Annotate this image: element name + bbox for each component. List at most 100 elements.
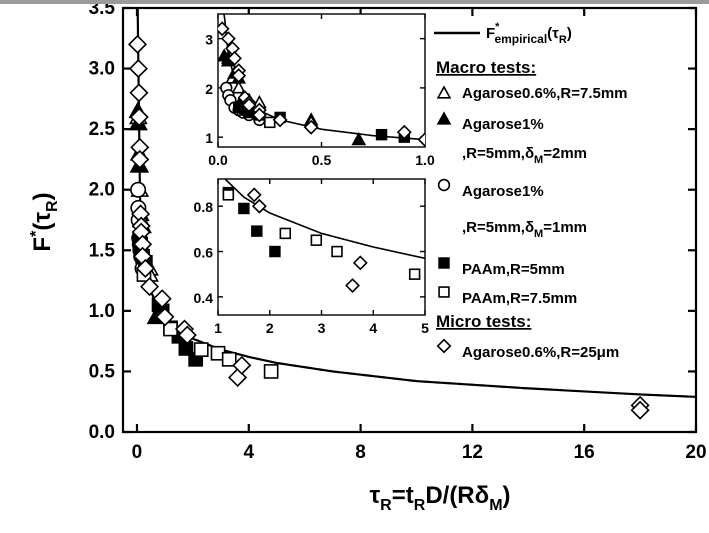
main-point-diamond-open — [129, 107, 149, 127]
inset-lower-point-diamond-open — [251, 198, 267, 214]
main-x-tick-label: 20 — [685, 442, 706, 463]
inset-lower-point-square-open — [279, 227, 291, 240]
axis-labels: τR=tRD/(RδM) F*(τR) — [28, 192, 511, 514]
main-x-tick-label: 4 — [243, 442, 254, 463]
legend-entry-label: Agarose0.6%,R=25μm — [462, 344, 619, 361]
main-y-tick-label: 2.0 — [89, 180, 115, 201]
legend-marker-diamond-open — [436, 338, 452, 354]
x-axis-label: τR=tRD/(RδM) — [369, 482, 510, 514]
main-y-tick-label: 0.5 — [89, 361, 116, 382]
legend-marker-triangle-filled — [436, 111, 452, 125]
inset-upper-frame — [217, 13, 426, 148]
legend-micro-header: Micro tests: — [436, 312, 531, 331]
main-y-tick-label: 3.5 — [89, 0, 116, 19]
main-point-diamond-open — [232, 355, 252, 375]
y-axis-label: F*(τR) — [28, 192, 61, 251]
main-x-tick-label: 12 — [462, 442, 483, 463]
inset-upper-point-diamond-open — [241, 97, 257, 113]
inset-lower-point-square-filled — [238, 202, 250, 215]
legend-entry-label: Agarose0.6%,R=7.5mm — [462, 85, 628, 102]
legend-entry-label-cont: ,R=5mm,δM=2mm — [462, 145, 587, 166]
main-y-tick-label: 1.0 — [89, 301, 115, 322]
inset-upper-point-diamond-open — [218, 21, 230, 37]
main-x-tick-label: 0 — [132, 442, 143, 463]
main-point-diamond-open — [228, 367, 248, 388]
legend-entry-label: PAAm,R=5mm — [462, 261, 565, 278]
inset-upper-y-tick-label: 1 — [205, 130, 213, 146]
inset-upper-point-diamond-open — [272, 112, 288, 128]
inset-upper-point-diamond-open — [303, 119, 319, 135]
main-point-circle-open — [130, 181, 147, 198]
main-point-diamond-open — [128, 59, 148, 79]
inset-lower-point-square-open — [310, 234, 323, 246]
inset-upper-point-diamond-open — [227, 50, 242, 66]
legend-entry-label: Agarose1% — [462, 116, 544, 133]
legend-marker-triangle-open — [436, 85, 452, 99]
main-point-diamond-open — [128, 34, 148, 54]
inset-upper-y-tick-label: 2 — [205, 81, 213, 97]
inset-upper-point-diamond-open — [417, 132, 425, 147]
inset-lower-y-tick-label: 0.4 — [194, 290, 214, 306]
inset-upper-x-tick-label: 0.5 — [312, 152, 332, 168]
inset-lower-point-square-filled — [251, 225, 263, 237]
inset-upper-point-square-open — [264, 116, 276, 129]
inset-lower-empirical-curve — [223, 179, 425, 260]
inset-upper-point-square-filled — [375, 128, 388, 141]
main-point-diamond-open — [177, 325, 197, 345]
inset-upper: 0.0 0.5 1.0 1 2 3 — [205, 13, 435, 168]
inset-lower-x-tick-label: 1 — [214, 320, 222, 336]
main-point-diamond-open — [140, 277, 160, 297]
inset-upper-x-tick-label: 0.0 — [208, 152, 228, 168]
main-y-tick-label: 3.0 — [89, 59, 115, 80]
inset-lower-point-square-filled — [269, 245, 281, 258]
main-point-diamond-open — [135, 258, 155, 278]
legend-entry-label-cont: ,R=5mm,δM=1mm — [462, 219, 587, 240]
inset-lower-y-tick-label: 0.8 — [194, 199, 214, 215]
inset-lower-point-square-open — [331, 245, 343, 258]
main-x-tick-label: 16 — [574, 442, 595, 463]
inset-lower-point-square-open — [222, 189, 235, 201]
main-point-square-open — [263, 364, 279, 379]
inset-lower-point-diamond-open — [246, 187, 262, 203]
legend-curve-label: F* empirical(τR) — [486, 21, 572, 46]
inset-upper-point-diamond-open — [220, 31, 236, 47]
legend-entry-label: PAAm,R=7.5mm — [462, 290, 577, 307]
inset-upper-point-diamond-open — [251, 107, 267, 123]
inset-lower-clip-group — [222, 179, 425, 293]
inset-lower-point-square-open — [408, 268, 421, 280]
main-point-diamond-open — [130, 149, 150, 169]
main-y-tick-label: 0.0 — [89, 422, 115, 443]
main-point-diamond-open — [152, 289, 172, 309]
inset-upper-clip-group — [218, 14, 425, 147]
inset-lower-y-tick-label: 0.6 — [194, 245, 214, 261]
window-top-bar — [0, 0, 709, 4]
inset-lower-x-tick-label: 4 — [369, 320, 377, 336]
main-point-square-open — [193, 342, 209, 357]
inset-upper-x-tick-label: 1.0 — [415, 152, 435, 168]
inset-upper-point-diamond-open — [231, 68, 247, 84]
legend-marker-square-open — [438, 286, 450, 298]
legend-entry-label: Agarose1% — [462, 183, 544, 200]
legend-marker-square-filled — [438, 257, 450, 269]
main-y-tick-label: 2.5 — [89, 119, 116, 140]
inset-lower: 1 2 3 4 5 0.4 0.6 0.8 — [194, 178, 429, 336]
inset-lower-point-diamond-open — [352, 255, 368, 271]
main-point-diamond-open — [129, 83, 149, 103]
main-point-square-open — [221, 351, 237, 367]
inset-upper-point-triangle-open — [231, 80, 247, 94]
inset-lower-x-tick-label: 3 — [318, 320, 326, 336]
legend-macro-header: Macro tests: — [436, 58, 536, 77]
main-point-diamond-open — [630, 400, 650, 420]
inset-lower-x-tick-label: 2 — [266, 320, 274, 336]
main-x-tick-label: 8 — [355, 442, 366, 463]
legend-marker-circle-open — [437, 178, 451, 192]
inset-upper-point-diamond-open — [396, 124, 412, 140]
inset-upper-y-tick-label: 3 — [205, 32, 213, 48]
main-y-tick-label: 1.5 — [89, 240, 116, 261]
inset-upper-point-triangle-filled — [351, 131, 367, 146]
main-point-diamond-open — [155, 307, 175, 327]
main-clip-group — [128, 8, 696, 420]
legend: F* empirical(τR) Macro tests: Micro tests: A… — [434, 21, 628, 361]
